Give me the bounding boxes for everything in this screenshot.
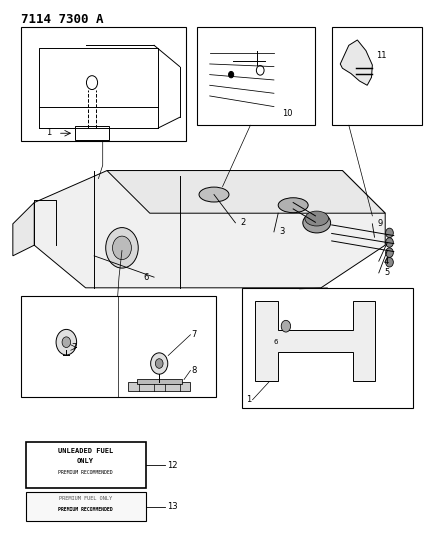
Text: 9: 9 bbox=[377, 220, 383, 228]
Text: PREMIUM FUEL ONLY: PREMIUM FUEL ONLY bbox=[59, 496, 112, 501]
Circle shape bbox=[229, 71, 234, 78]
Circle shape bbox=[151, 353, 168, 374]
Text: 7: 7 bbox=[192, 330, 197, 339]
Circle shape bbox=[113, 236, 131, 260]
Text: ONLY: ONLY bbox=[77, 458, 94, 464]
Bar bbox=[197, 27, 315, 125]
Ellipse shape bbox=[199, 187, 229, 202]
Circle shape bbox=[386, 228, 393, 238]
Bar bbox=[21, 27, 186, 141]
Text: 12: 12 bbox=[167, 461, 178, 470]
Ellipse shape bbox=[305, 211, 328, 226]
Circle shape bbox=[386, 248, 393, 257]
Text: 1: 1 bbox=[246, 395, 251, 404]
Bar bbox=[26, 442, 146, 488]
Circle shape bbox=[56, 329, 77, 355]
Bar bbox=[128, 382, 190, 391]
Bar bbox=[21, 296, 216, 397]
Text: PREMIUM RECOMMENDED: PREMIUM RECOMMENDED bbox=[58, 470, 113, 475]
Circle shape bbox=[386, 257, 393, 267]
Circle shape bbox=[386, 238, 393, 247]
Text: 8: 8 bbox=[192, 366, 197, 375]
Text: 7: 7 bbox=[71, 343, 76, 352]
Ellipse shape bbox=[303, 213, 330, 233]
Text: 3: 3 bbox=[279, 228, 285, 236]
Text: UNLEADED FUEL: UNLEADED FUEL bbox=[58, 448, 113, 454]
Text: 7114 7300 A: 7114 7300 A bbox=[21, 13, 104, 26]
Circle shape bbox=[281, 320, 291, 332]
Text: 4: 4 bbox=[384, 257, 389, 265]
Polygon shape bbox=[13, 203, 34, 256]
Text: 11: 11 bbox=[376, 51, 386, 60]
Polygon shape bbox=[107, 171, 385, 213]
Text: 6: 6 bbox=[273, 340, 278, 345]
Circle shape bbox=[106, 228, 138, 268]
Circle shape bbox=[62, 337, 71, 348]
Text: 13: 13 bbox=[167, 502, 178, 511]
Circle shape bbox=[155, 359, 163, 368]
Text: 2: 2 bbox=[241, 219, 246, 227]
Text: 10: 10 bbox=[282, 109, 293, 118]
Text: 5: 5 bbox=[384, 269, 389, 277]
Ellipse shape bbox=[278, 198, 308, 213]
Polygon shape bbox=[340, 40, 372, 85]
Bar bbox=[332, 27, 422, 125]
Bar bbox=[75, 126, 109, 140]
Text: 6: 6 bbox=[143, 273, 149, 281]
Bar bbox=[137, 379, 182, 384]
Polygon shape bbox=[255, 301, 374, 381]
Bar bbox=[242, 288, 413, 408]
Text: 1: 1 bbox=[46, 128, 51, 137]
Text: PREMIUM RECOMMENDED: PREMIUM RECOMMENDED bbox=[58, 507, 113, 512]
Bar bbox=[26, 492, 146, 521]
Polygon shape bbox=[34, 171, 385, 288]
